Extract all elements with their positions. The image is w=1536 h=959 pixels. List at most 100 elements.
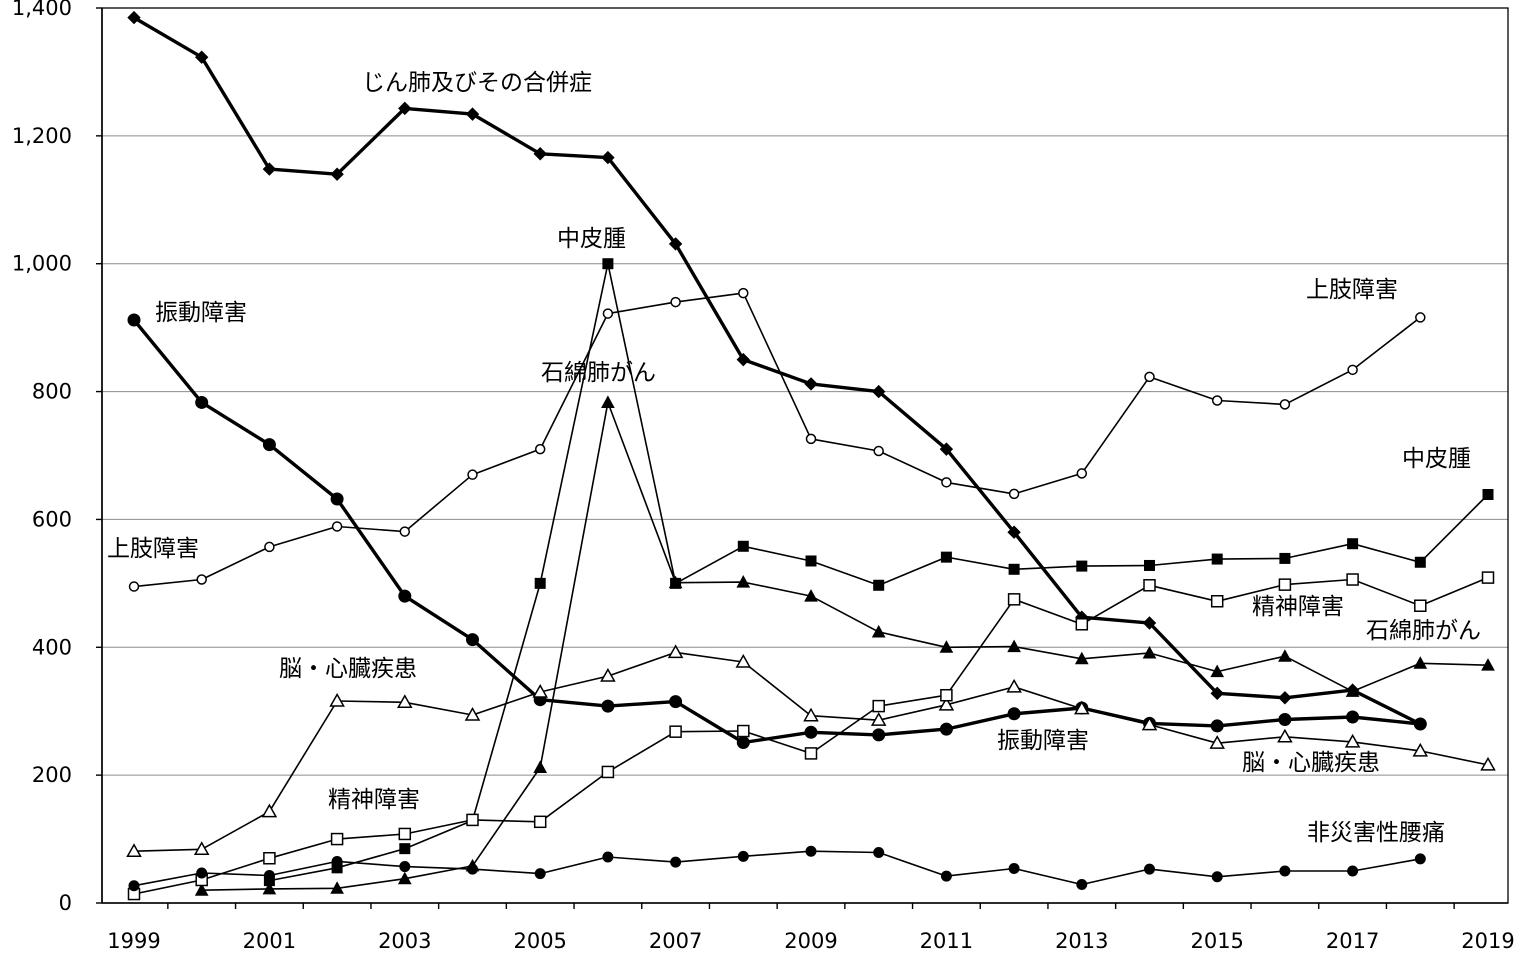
data-point-asbestos-lung-cancer [1210, 664, 1225, 678]
data-point-non-accidental-lumbago [1008, 862, 1020, 874]
data-point-mesothelioma [1279, 552, 1291, 564]
data-point-mental [601, 765, 615, 779]
series-group [126, 10, 1496, 901]
data-point-mesothelioma [805, 555, 817, 567]
data-point-mental [1210, 595, 1224, 608]
data-point-pneumoconiosis [668, 237, 683, 251]
data-point-upper-limb [941, 477, 952, 488]
data-point-non-accidental-lumbago [1279, 865, 1291, 877]
series-line-vibration [132, 318, 1421, 745]
data-point-vibration [330, 492, 344, 506]
data-point-upper-limb [331, 521, 343, 532]
y-tick-label: 600 [32, 507, 72, 531]
data-point-upper-limb [873, 445, 884, 457]
series-label-upper-limb: 上肢障害 [1306, 277, 1398, 303]
x-tick-label: 2019 [1461, 929, 1514, 953]
data-point-mesothelioma [1211, 553, 1223, 565]
data-point-upper-limb [1076, 468, 1088, 479]
data-point-brain-heart [1480, 756, 1496, 771]
data-point-mesothelioma [873, 579, 885, 591]
data-point-vibration [804, 725, 818, 739]
series-line-mesothelioma [269, 262, 1489, 882]
data-point-upper-limb [670, 296, 681, 308]
data-point-vibration [1210, 719, 1224, 733]
data-point-non-accidental-lumbago [1076, 878, 1088, 890]
data-point-asbestos-lung-cancer [262, 881, 277, 895]
data-point-mental [737, 724, 750, 738]
data-point-upper-limb [1347, 364, 1358, 376]
data-point-asbestos-lung-cancer [194, 883, 209, 896]
data-point-asbestos-lung-cancer [330, 881, 344, 894]
data-point-upper-limb [805, 433, 817, 445]
data-point-non-accidental-lumbago [873, 846, 885, 858]
data-point-upper-limb [467, 469, 478, 480]
data-point-vibration [669, 695, 683, 709]
series-label-mesothelioma: 中皮腫 [557, 226, 626, 252]
data-point-mental [398, 827, 412, 841]
data-point-brain-heart [667, 644, 684, 659]
data-point-brain-heart [1209, 735, 1225, 749]
data-point-mesothelioma [602, 258, 614, 270]
data-point-non-accidental-lumbago [602, 851, 614, 863]
data-point-vibration [601, 699, 615, 713]
series-brain-heart [126, 644, 1496, 857]
data-point-mental [1075, 618, 1089, 631]
data-point-brain-heart [126, 843, 142, 857]
data-point-mental [263, 852, 276, 865]
x-tick-label: 2009 [784, 929, 837, 953]
data-point-non-accidental-lumbago [467, 863, 478, 875]
y-tick-label: 400 [32, 635, 72, 659]
data-point-asbestos-lung-cancer [1278, 649, 1292, 662]
series-label-mental: 精神障害 [328, 787, 420, 813]
data-point-pneumoconiosis [736, 352, 751, 367]
data-point-pneumoconiosis [398, 101, 412, 116]
data-point-upper-limb [1144, 371, 1155, 383]
data-point-mesothelioma [534, 577, 546, 589]
data-point-pneumoconiosis [1142, 616, 1157, 630]
data-point-asbestos-lung-cancer [871, 624, 886, 638]
data-point-non-accidental-lumbago [670, 856, 682, 868]
data-point-mental [330, 832, 344, 846]
x-tick-label: 2005 [513, 929, 566, 953]
data-point-brain-heart [1006, 678, 1022, 693]
data-point-asbestos-lung-cancer [1007, 639, 1021, 653]
data-point-mental [804, 747, 818, 760]
data-point-mental [1346, 573, 1359, 586]
data-point-non-accidental-lumbago [534, 868, 546, 880]
data-point-brain-heart [1074, 700, 1090, 715]
data-point-non-accidental-lumbago [263, 870, 275, 882]
series-label-mental: 精神障害 [1252, 594, 1344, 620]
data-point-pneumoconiosis [1007, 525, 1021, 539]
data-point-asbestos-lung-cancer [1413, 656, 1428, 669]
data-point-non-accidental-lumbago [805, 845, 817, 857]
data-point-asbestos-lung-cancer [939, 640, 954, 653]
series-mesothelioma [263, 258, 1494, 887]
x-tick-label: 1999 [107, 929, 160, 953]
data-point-brain-heart [1277, 728, 1293, 743]
series-upper-limb [128, 287, 1426, 592]
data-point-asbestos-lung-cancer [804, 589, 818, 602]
data-point-mental [1143, 579, 1156, 592]
series-label-non-accidental-lumbago: 非災害性腰痛 [1307, 820, 1445, 846]
data-point-pneumoconiosis [804, 377, 818, 391]
data-point-mental [1414, 599, 1427, 612]
data-point-brain-heart [464, 707, 481, 721]
data-point-non-accidental-lumbago [1347, 865, 1359, 877]
x-tick-label: 2007 [649, 929, 702, 953]
series-line-pneumoconiosis [133, 16, 1422, 726]
data-point-asbestos-lung-cancer [533, 760, 548, 773]
data-point-brain-heart [1412, 742, 1429, 757]
data-point-pneumoconiosis [127, 10, 141, 25]
data-point-mental [533, 815, 547, 829]
data-point-mesothelioma [940, 551, 952, 563]
data-point-mental [466, 813, 479, 827]
data-point-non-accidental-lumbago [128, 880, 140, 892]
series-label-vibration: 振動障害 [155, 300, 247, 326]
data-point-vibration [1413, 717, 1427, 731]
data-point-pneumoconiosis [330, 167, 344, 181]
data-point-mental [1007, 593, 1021, 606]
x-tick-label: 2001 [243, 929, 296, 953]
data-point-mental [872, 699, 885, 713]
data-point-upper-limb [196, 574, 207, 585]
data-point-mental [940, 688, 953, 702]
